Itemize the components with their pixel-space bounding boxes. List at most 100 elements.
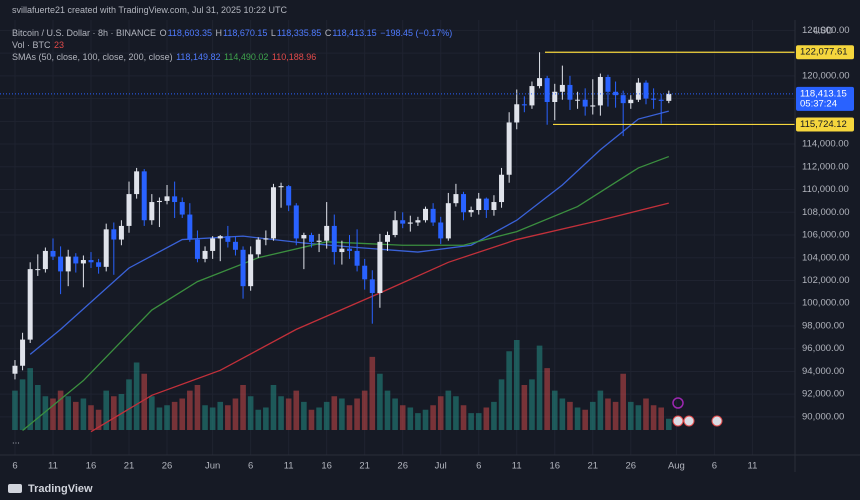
volume-bar [536, 345, 543, 430]
candle-body [240, 249, 246, 287]
candle-body [461, 194, 467, 213]
candle-body [514, 104, 520, 123]
volume-bar [567, 401, 573, 430]
candle-body [248, 254, 254, 287]
x-tick-label: 26 [162, 461, 173, 472]
volume-bar [255, 409, 262, 430]
y-tick-label: 120,000.00 [802, 70, 850, 81]
candle-body [483, 198, 489, 210]
candle-body [255, 239, 261, 255]
volume-bar [111, 396, 117, 430]
x-tick-label: Aug [668, 461, 685, 472]
candle-body [499, 174, 505, 203]
brand: TradingView [28, 483, 93, 495]
y-tick-label: 114,000.00 [802, 139, 849, 150]
volume-row: Vol · BTC 23 [12, 40, 65, 50]
candle-body [42, 250, 48, 270]
volume-bar [407, 407, 414, 430]
sma-row: SMAs (50, close, 100, close, 200, close)… [12, 52, 317, 62]
y-tick-label: 110,000.00 [802, 184, 849, 195]
candle-body [35, 269, 41, 271]
candle-body [362, 265, 368, 280]
candle-body [270, 187, 276, 239]
volume-bar [263, 407, 269, 430]
volume-bar [179, 398, 186, 430]
candle-body [438, 222, 444, 239]
x-tick-label: 16 [549, 461, 560, 472]
open-label: O [159, 28, 167, 38]
y-tick-label: 102,000.00 [802, 275, 850, 286]
volume-bar [19, 379, 26, 430]
candle-body [453, 194, 459, 204]
volume-bar [278, 396, 284, 430]
candle-body [567, 84, 573, 100]
candle-body [103, 229, 109, 267]
candle-body [658, 99, 664, 101]
candle-body [635, 82, 641, 100]
candle-body [20, 339, 26, 366]
volume-bar [164, 405, 170, 430]
x-tick-label: 11 [747, 461, 757, 472]
candle-body [575, 99, 581, 101]
high: 118,670.15 [222, 28, 268, 38]
y-tick-label: 112,000.00 [802, 161, 849, 172]
plot [0, 20, 795, 455]
close: 118,413.15 [332, 28, 377, 38]
price-label-box [796, 86, 854, 111]
volume-bar [658, 407, 664, 430]
volume-bar [240, 385, 246, 430]
symbol: Bitcoin / U.S. Dollar · 8h · BINANCE [12, 28, 157, 38]
sma-value: 118,149.82 [176, 52, 221, 62]
candle-body [552, 91, 558, 102]
change: −198.45 (−0.17%) [380, 28, 453, 38]
x-tick-label: 6 [476, 461, 481, 472]
volume-bar [346, 405, 353, 430]
volume-bar [65, 396, 71, 430]
candle-body [210, 238, 216, 251]
x-tick-label: 16 [321, 461, 332, 472]
y-tick-label: 124,000.00 [802, 25, 850, 36]
x-tick-label: 21 [587, 461, 598, 472]
volume-bar [422, 409, 429, 430]
candle-body [400, 220, 406, 224]
candle-body [339, 248, 345, 253]
low-label: L [270, 28, 276, 38]
volume-bar [217, 401, 224, 430]
volume-bar [95, 409, 102, 430]
credit: svillafuerte21 created with TradingView.… [12, 5, 287, 15]
price-label: 118,413.15 [800, 88, 847, 99]
candle-body [385, 235, 391, 242]
volume-bar [316, 407, 322, 430]
x-tick-label: 21 [124, 461, 135, 472]
y-tick-label: 96,000.00 [802, 343, 844, 354]
candle-body [179, 202, 185, 215]
volume-bar [194, 385, 201, 430]
footer-bar [0, 472, 860, 500]
y-tick-label: 106,000.00 [802, 230, 850, 241]
x-tick-label: 21 [359, 461, 370, 472]
candle-body [628, 99, 634, 104]
candle-body [597, 76, 603, 106]
volume-bar [468, 413, 474, 430]
volume-bar [50, 398, 56, 430]
volume-bar [430, 405, 436, 430]
volume-bar [559, 398, 566, 430]
candle-body [232, 241, 238, 250]
volume-bar [384, 390, 391, 430]
candle-body [96, 262, 102, 267]
candle-body [529, 86, 535, 106]
volume-bar [225, 405, 231, 430]
candle-body [286, 186, 292, 206]
candle-body [354, 250, 360, 266]
candle-body [263, 238, 269, 240]
volume-bar [544, 368, 550, 430]
legend-row: Bitcoin / U.S. Dollar · 8h · BINANCE O 11… [12, 28, 453, 38]
candle-body [537, 78, 543, 87]
candle-body [559, 84, 565, 92]
candle-body [582, 99, 588, 107]
candle-body [111, 229, 117, 240]
candle-body [308, 235, 314, 242]
candle-body [521, 104, 527, 106]
volume-bar [521, 385, 528, 430]
